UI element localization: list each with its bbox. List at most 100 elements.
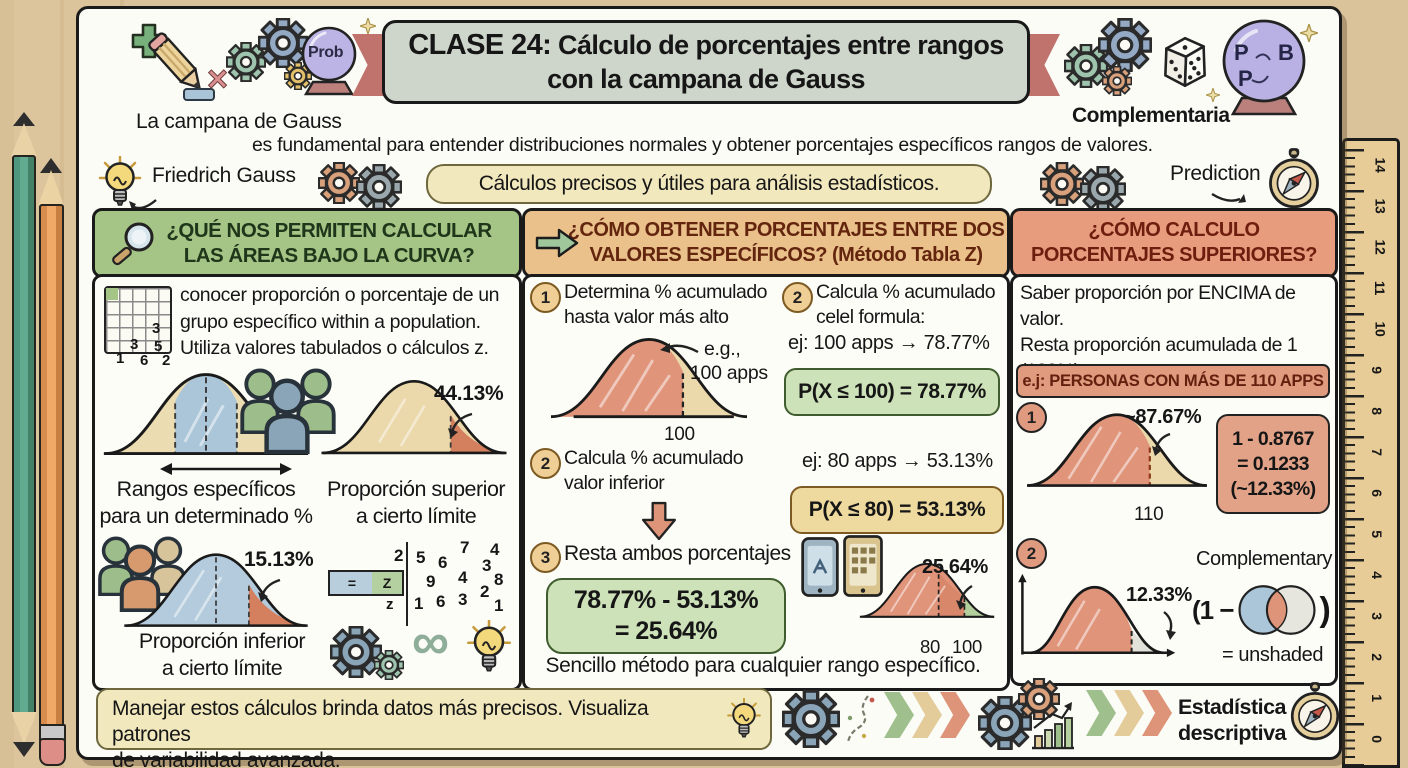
ztable-grid-icon [104,286,172,354]
formula100-text: P(X ≤ 100) = 78.77% [798,380,986,403]
crystal-ball-label: Prob [308,44,344,61]
sparkle-icon [360,18,376,34]
ztable-eq-box: = [328,570,376,596]
magnifier-icon [109,219,159,269]
crystal-ball-prediction: P B P [1216,18,1312,124]
ej100-text: ej: 100 apps → 78.77% [788,332,990,354]
friedrich-gauss-label: Friedrich Gauss [152,164,296,187]
ruler-number: 5 [1368,530,1385,538]
step1-line2: hasta valor más alto [564,306,729,328]
col3-header: ¿CÓMO CALCULO PORCENTAJES SUPERIORES? [1010,208,1338,278]
step-circle-2b: 2 [530,448,561,479]
calc-line3: (~12.33%) [1230,477,1316,500]
step-circle-3: 3 [530,542,561,573]
col2-title-line1: ¿CÓMO OBTENER PORCENTAJES ENTRE DOS [567,219,1005,241]
step-circle-1: 1 [530,282,561,313]
grid-number: 3 [130,336,139,353]
curve100-note1: e.g., [704,338,741,360]
ruler-number: 1 [1368,694,1385,702]
gear-icon [374,650,404,680]
arrow-doodle [1163,611,1176,640]
col1-intro-line2: grupo específico within a population. [180,310,481,333]
ztable-num: 2 [480,582,490,601]
arrow-doodle [129,199,157,210]
bar-chart-icon [1032,702,1074,750]
step1-line1: Determina % acumulado [564,281,768,303]
lower-value: 15.13% [244,548,314,571]
step2b-line2: valor inferior [564,472,665,494]
ruler-number: 2 [1368,653,1385,661]
col3-example-banner: e.j: PERSONAS CON MÁS DE 110 APPS [1016,364,1330,398]
ztable-num: 4 [490,540,500,559]
crystal-symbol: B [1278,40,1294,65]
col1-header: ¿QUÉ NOS PERMITEN CALCULAR LAS ÁREAS BAJ… [92,208,522,278]
bell-curve-range [103,373,309,455]
upper-caption-line1: Proporción superior [326,477,506,501]
wooden-ruler: 14 13 12 11 10 9 8 7 6 5 4 3 2 1 0 [1342,138,1400,768]
ztable-num: 3 [458,590,468,609]
minus-icon [183,88,215,101]
right-arrow-icon [535,228,579,258]
gear-icon [1098,18,1152,72]
arrow-doodle [660,343,699,354]
col3-circle-1: 1 [1016,402,1047,433]
ztable-z-low: z [386,596,394,613]
curve80100-x2: 100 [952,636,982,657]
sparkle-icon [1206,88,1220,102]
ruler-number: 12 [1372,239,1389,255]
title-line2: con la campana de Gauss [547,64,865,94]
step3-text: Resta ambos porcentajes [564,542,791,565]
ztable-num: 1 [414,594,424,613]
upper-value: 44.13% [434,382,504,405]
col1-title-line1: ¿QUÉ NOS PERMITEN CALCULAR [166,219,492,242]
ruler-number: 4 [1368,571,1385,579]
scribble-icon [846,695,875,743]
calc-line2: = 0.1233 [1237,452,1309,475]
ruler-number: 13 [1372,198,1389,214]
col2-footer: Sencillo método para cualquier rango esp… [545,654,981,677]
ztable-num: 1 [494,596,504,615]
curve100-note2: 100 apps [690,362,768,384]
crystal-ball-prob: Prob [296,24,362,102]
bottom-banner: Manejar estos cálculos brinda datos más … [96,688,772,768]
bell-curve-110 [1027,413,1207,487]
venn-diagram: (1 − ) [1192,578,1332,642]
ruler-number: 6 [1368,489,1385,497]
bell-curve-100 [550,338,748,419]
ej80-text: ej: 80 apps → 53.13% [802,450,993,472]
ztable-num: 6 [436,592,446,611]
step-circle-2a: 2 [782,282,813,313]
grid-number: 3 [152,320,161,337]
down-arrow-icon [642,501,676,541]
grid-number: 2 [162,352,171,369]
teal-pencil [11,112,37,757]
dice-icon [1164,36,1206,88]
ruler-number: 11 [1372,280,1389,296]
col3-intro-line2: Resta proporción acumulada de 1 [1020,334,1298,356]
col3-calc-box: 1 - 0.8767 = 0.1233 (~12.33%) [1216,414,1330,514]
grid-number: 1 [116,350,125,367]
ruler-number: 0 [1368,735,1385,743]
resta-box: 78.77% - 53.13% = 25.64% [546,578,786,654]
ztable-num: 3 [482,556,492,575]
complementary-label: Complementary [1196,548,1332,570]
phone-icon [801,537,839,597]
crystal-symbol: P [1234,40,1249,65]
col2-title-line2: VALORES ESPECÍFICOS? (Método Tabla Z) [589,244,983,266]
gear-icon [782,690,840,748]
col1-intro-line1: conocer proporción o porcentaje de un [180,284,500,306]
arrow-doodle [1211,192,1246,203]
col1-intro-line3: Utiliza valores tabulados o cálculos z. [180,337,489,359]
compass-icon [1268,148,1320,210]
ruler-number: 8 [1368,407,1385,415]
lower-caption-line1: Proporción inferior [138,629,306,653]
ztable-diagram: 2 = Z z 5 6 7 4 9 4 3 2 8 1 6 3 1 [328,536,512,628]
range-arrow [160,463,292,475]
ruler-number: 7 [1368,448,1385,456]
complementary-value: 12.33% [1126,584,1193,606]
precision-banner: Cálculos precisos y útiles para análisis… [426,164,992,204]
resta-line1: 78.77% - 53.13% [573,586,759,614]
ztable-num: 9 [426,572,436,591]
col1-title-line2: LAS ÁREAS BAJO LA CURVA? [183,244,475,267]
phone-icon [843,535,883,597]
